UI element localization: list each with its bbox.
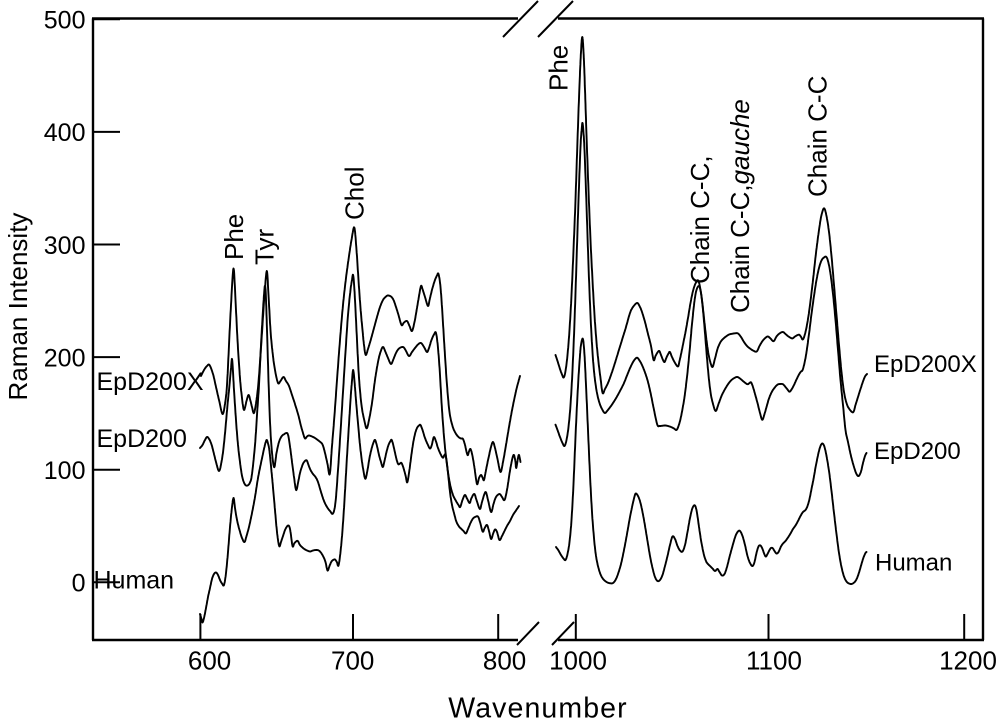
svg-text:EpD200: EpD200 [97, 425, 187, 453]
svg-text:EpD200: EpD200 [874, 438, 961, 465]
svg-text:Tyr: Tyr [250, 229, 280, 265]
svg-text:100: 100 [44, 457, 86, 485]
svg-text:800: 800 [483, 646, 526, 676]
svg-text:Human: Human [875, 550, 952, 577]
svg-text:Phe: Phe [219, 214, 249, 260]
svg-text:400: 400 [44, 119, 86, 147]
svg-text:Human: Human [94, 567, 175, 595]
svg-text:1200: 1200 [939, 646, 997, 676]
svg-text:EpD200X: EpD200X [874, 351, 977, 378]
svg-text:0: 0 [72, 570, 86, 598]
svg-text:Chain C-C: Chain C-C [803, 76, 833, 197]
svg-text:300: 300 [44, 232, 86, 260]
svg-text:Chain C-C,: Chain C-C, [685, 155, 715, 284]
svg-text:600: 600 [188, 646, 231, 676]
svg-text:Phe: Phe [544, 45, 574, 91]
svg-text:200: 200 [44, 344, 86, 372]
svg-text:Raman Intensity: Raman Intensity [3, 213, 33, 401]
svg-text:Chain C-C,gauche: Chain C-C,gauche [725, 99, 755, 313]
svg-text:1100: 1100 [746, 646, 802, 676]
svg-text:EpD200X: EpD200X [97, 368, 204, 396]
svg-text:Wavenumber: Wavenumber [448, 693, 627, 722]
svg-text:500: 500 [44, 7, 86, 35]
svg-text:Chol: Chol [340, 167, 370, 220]
svg-text:700: 700 [331, 646, 374, 676]
svg-text:1000: 1000 [549, 646, 607, 676]
